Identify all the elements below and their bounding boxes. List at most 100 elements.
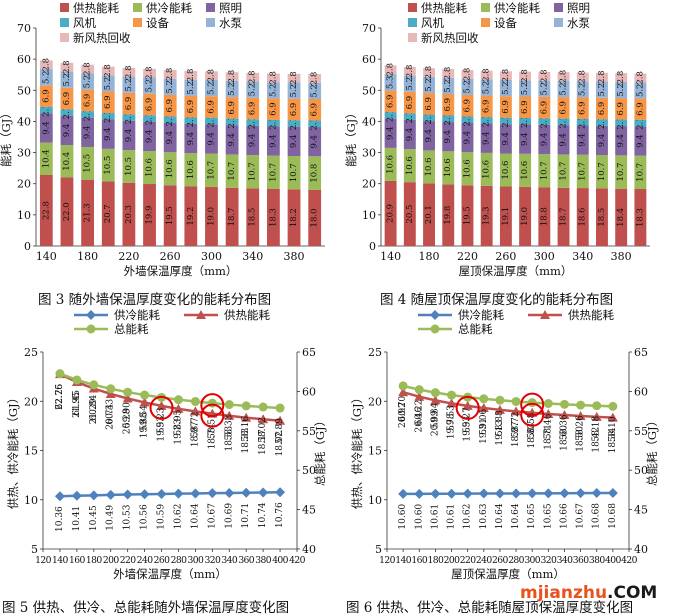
data-point: [462, 400, 473, 410]
bar-data-label: 2.8: [289, 71, 299, 85]
data-point: [447, 390, 457, 400]
bar-segment: [163, 70, 177, 79]
bar-data-label: 6.9: [539, 101, 549, 115]
y-tick-label-right: 45: [302, 504, 316, 517]
bar-segment: [384, 74, 397, 91]
bar-data-label: 10.7: [248, 162, 258, 181]
bar-data-label: 6.9: [578, 101, 588, 115]
bar-data-label: 10.6: [145, 158, 155, 177]
bar-segment: [81, 111, 95, 118]
bar-segment: [442, 94, 455, 116]
bar-segment: [101, 66, 115, 76]
bar-segment: [225, 72, 239, 81]
point-data-label: 59.23: [157, 407, 167, 433]
y-axis-label-left: 供热、供冷能耗（GJ）: [350, 392, 364, 509]
bar-segment: [266, 82, 280, 99]
bar-data-label: 9.4: [145, 130, 155, 144]
y-tick-label: 60: [17, 53, 31, 66]
data-point: [123, 387, 133, 397]
bar-data-label: 2.1: [103, 110, 113, 124]
bar-segment: [576, 188, 589, 246]
point-data-label: 59.54: [140, 405, 150, 431]
legend-swatch: [60, 18, 69, 27]
legend-swatch: [481, 18, 490, 27]
data-point: [196, 310, 206, 319]
bar-data-label: 19.9: [145, 206, 155, 225]
legend-label: 供热能耗: [568, 308, 614, 322]
bar-segment: [519, 71, 532, 81]
point-data-label: 58.02: [258, 417, 268, 443]
x-tick-label: 140: [36, 250, 57, 263]
bar-segment: [205, 80, 218, 97]
legend-label: 供热能耗: [73, 1, 119, 15]
bar-segment: [163, 116, 177, 123]
bar-segment: [538, 80, 551, 97]
bar-data-label: 9.4: [103, 127, 113, 141]
data-point: [591, 411, 602, 421]
bar-data-label: 9.4: [405, 128, 415, 142]
bar-segment: [519, 153, 532, 187]
legend-swatch: [133, 18, 142, 27]
data-point: [241, 412, 252, 422]
bar-segment: [60, 145, 74, 178]
bar-segment: [225, 97, 239, 119]
bar-segment: [519, 96, 532, 119]
bar-data-label: 2.8: [310, 72, 320, 86]
bar-data-label: 2.8: [539, 70, 549, 84]
x-tick-label: 380: [255, 555, 271, 566]
bar-data-label: 9.4: [482, 131, 492, 145]
bar-segment: [576, 154, 589, 189]
bar-data-label: 6.9: [386, 95, 396, 109]
point-data-label: 58.10: [608, 416, 618, 442]
bar-data-label: 6.9: [310, 103, 320, 117]
point-data-label: 58.33: [224, 414, 234, 440]
bar-segment: [576, 72, 589, 82]
bar-segment: [308, 120, 322, 128]
data-point: [430, 395, 441, 405]
bar-segment: [39, 174, 53, 246]
bar-segment: [403, 182, 416, 246]
data-point: [105, 489, 116, 500]
bar-data-label: 9.4: [41, 121, 51, 135]
point-data-label: 20.74: [106, 404, 116, 430]
bar-segment: [101, 75, 115, 92]
bar-segment: [480, 117, 493, 124]
x-tick-label: 340: [242, 250, 263, 263]
data-point: [258, 402, 268, 412]
y-tick-label-left: 15: [368, 445, 382, 458]
x-tick-label: 220: [118, 250, 139, 263]
bar-segment: [615, 126, 628, 156]
data-point: [527, 488, 538, 499]
bar-data-label: 9.4: [186, 132, 196, 146]
x-tick-label: 380: [284, 250, 305, 263]
bar-data-label: 19.0: [520, 207, 530, 226]
bar-data-label: 2.8: [616, 71, 626, 85]
bar-data-label: 21.3: [83, 203, 93, 222]
data-point: [258, 487, 269, 498]
point-data-label: 19.31: [479, 418, 489, 444]
x-tick-label: 260: [160, 250, 181, 263]
y-tick-label-right: 40: [634, 543, 648, 556]
bar-data-label: 2.1: [145, 112, 155, 126]
bar-segment: [634, 98, 647, 120]
point-data-label: 60.70: [398, 396, 408, 422]
point-data-label: 21.29: [89, 398, 99, 424]
watermark: mjianzhu.COM: [520, 583, 657, 603]
bar-data-label: 10.6: [462, 159, 472, 178]
bar-data-label: 2.1: [206, 114, 216, 128]
legend-swatch: [60, 3, 69, 12]
bar-data-label: 5.2: [289, 84, 299, 98]
x-tick-label: 300: [534, 250, 555, 263]
bar-segment: [499, 80, 512, 97]
data-point: [241, 487, 252, 498]
data-point: [207, 488, 218, 499]
bar-segment: [442, 115, 455, 123]
bar-data-label: 6.9: [206, 100, 216, 114]
data-point: [478, 403, 489, 413]
point-data-label: 18.97: [511, 421, 521, 447]
bar-segment: [81, 179, 95, 246]
data-point: [478, 488, 489, 499]
bar-segment: [634, 189, 647, 246]
x-tick-label: 220: [120, 555, 136, 566]
